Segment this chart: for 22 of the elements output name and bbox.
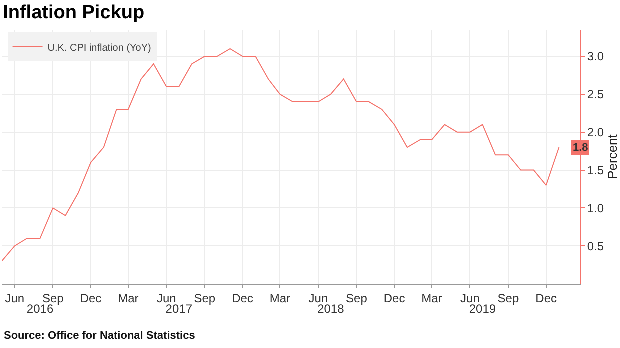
- x-tick-label: Dec: [232, 291, 254, 306]
- y-tick-label: 2.0: [587, 126, 604, 140]
- y-tick-label: 1.5: [587, 163, 604, 178]
- data-label: 1.8: [573, 142, 588, 154]
- x-tick-label: Mar: [118, 291, 139, 306]
- x-tick-label: Dec: [536, 291, 557, 306]
- x-tick-label: Sep: [498, 291, 520, 306]
- y-axis-title: Percent: [605, 134, 620, 180]
- x-tick-label: Jun: [5, 291, 25, 306]
- y-tick-label: 0.5: [587, 239, 604, 254]
- x-tick-label: Mar: [270, 291, 291, 306]
- source-note: Source: Office for National Statistics: [4, 330, 196, 342]
- x-tick-label: Sep: [346, 291, 368, 306]
- y-tick-label: 1.0: [587, 201, 604, 216]
- x-tick-label: Sep: [194, 291, 216, 306]
- y-tick-label: 3.0: [587, 50, 604, 64]
- x-tick-label: Dec: [80, 291, 102, 306]
- chart-title: Inflation Pickup: [3, 2, 145, 24]
- x-tick-label: Dec: [384, 291, 406, 306]
- x-tick-label: Mar: [422, 291, 442, 306]
- y-tick-label: 2.5: [587, 88, 604, 102]
- legend-label: U.K. CPI inflation (YoY): [48, 42, 152, 54]
